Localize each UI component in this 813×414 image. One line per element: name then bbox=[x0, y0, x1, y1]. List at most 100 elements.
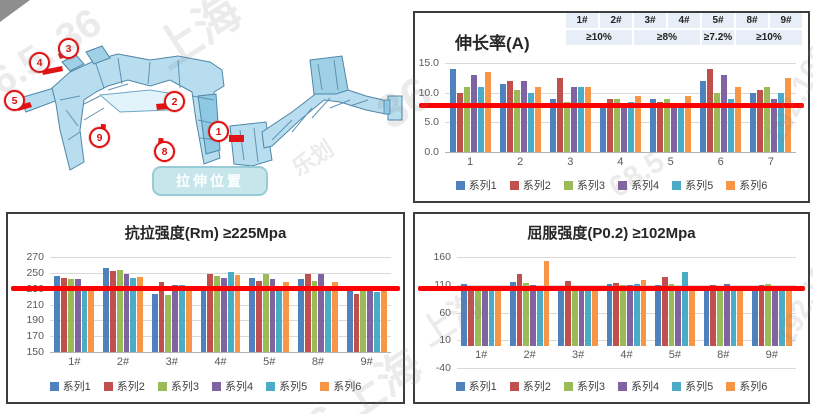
bar-系列3-1# bbox=[474, 286, 481, 346]
bar-系列2-5 bbox=[657, 101, 664, 152]
threshold-line bbox=[419, 103, 804, 109]
bar-系列6-3 bbox=[584, 86, 591, 152]
bar-系列2-7 bbox=[757, 89, 764, 152]
bar-系列4-4 bbox=[620, 104, 627, 152]
bar-系列2-9# bbox=[758, 284, 765, 346]
y-axis-tick-label: 250 bbox=[26, 266, 44, 279]
legend-label: 系列2 bbox=[116, 381, 145, 393]
bar-系列1-1# bbox=[461, 284, 468, 346]
legend-label: 系列1 bbox=[468, 381, 497, 393]
y-axis-tick-label: 210 bbox=[26, 298, 44, 311]
bar-系列2-1# bbox=[468, 285, 474, 346]
legend-item: 系列6 bbox=[726, 177, 767, 193]
x-axis-tick-label: 4# bbox=[620, 349, 633, 361]
x-axis-tick-label: 9# bbox=[765, 349, 778, 361]
gridline bbox=[50, 352, 391, 353]
bar-group-4# bbox=[200, 257, 241, 352]
bar-系列3-3# bbox=[571, 288, 578, 346]
bar-group-8# bbox=[703, 257, 744, 346]
bar-系列3-4# bbox=[214, 276, 220, 352]
bar-系列1-9# bbox=[751, 288, 758, 346]
bar-group-7 bbox=[750, 63, 792, 152]
bar-系列6-5# bbox=[689, 286, 695, 346]
x-axis-tick-label: 3# bbox=[165, 356, 178, 368]
bar-group-9# bbox=[751, 257, 792, 346]
bar-系列3-9# bbox=[765, 284, 772, 346]
legend-item: 系列1 bbox=[455, 378, 497, 394]
bar-系列6-4# bbox=[234, 275, 241, 352]
legend-label: 系列2 bbox=[522, 180, 551, 192]
bar-group-6 bbox=[700, 63, 742, 152]
gridline bbox=[50, 272, 391, 274]
legend-swatch bbox=[455, 381, 465, 391]
bar-系列1-7 bbox=[750, 92, 757, 152]
x-axis-tick-label: 9# bbox=[360, 356, 373, 368]
x-axis-tick-label: 1 bbox=[466, 156, 474, 168]
gridline bbox=[457, 368, 796, 369]
bar-系列4-5# bbox=[269, 279, 276, 352]
bar-系列2-5# bbox=[661, 276, 668, 346]
bar-系列2-2# bbox=[516, 273, 523, 346]
bar-系列1-2 bbox=[499, 83, 506, 152]
bar-系列5-1# bbox=[488, 287, 495, 346]
tensile-mark bbox=[229, 135, 244, 142]
bar-group-3# bbox=[151, 257, 192, 352]
bar-系列3-9# bbox=[360, 285, 367, 352]
legend-item: 系列2 bbox=[509, 177, 551, 193]
legend-label: 系列5 bbox=[279, 381, 308, 393]
position-marker-4: 4 bbox=[29, 52, 50, 73]
y-axis-tick-label: 170 bbox=[26, 330, 44, 343]
bar-group-9# bbox=[346, 257, 387, 352]
legend-item: 系列6 bbox=[726, 378, 767, 394]
bar-系列6-2# bbox=[137, 276, 143, 352]
bar-系列5-1 bbox=[477, 86, 484, 152]
bar-group-2# bbox=[103, 257, 143, 352]
bar-系列2-5# bbox=[256, 280, 262, 352]
legend-item: 系列3 bbox=[563, 378, 605, 394]
bar-系列6-1# bbox=[88, 286, 95, 352]
y-axis-tick-label: 150 bbox=[26, 346, 44, 358]
gridline bbox=[445, 152, 796, 153]
y-axis-tick-label: 10 bbox=[439, 334, 451, 347]
bar-系列5-2# bbox=[536, 285, 543, 346]
spec-header-cell: 2# bbox=[600, 13, 632, 28]
position-marker-8: 8 bbox=[154, 141, 175, 162]
x-axis-tick-label: 4# bbox=[214, 356, 227, 368]
x-axis-tick-label: 8# bbox=[311, 356, 325, 368]
elongation-chart-box: 伸长率(A) 1# 2# 3# 4# 5# 8# 9# ≥10% ≥8% ≥7.2% ≥10% 15… bbox=[413, 11, 810, 203]
gridline bbox=[445, 122, 796, 124]
bar-系列4-9# bbox=[367, 288, 373, 352]
bar-系列6-9# bbox=[380, 288, 387, 352]
yield-legend: 系列1 系列2 系列3 系列4 系列5 系列6 bbox=[415, 378, 808, 394]
bar-系列3-8# bbox=[717, 286, 723, 346]
bar-系列1-9# bbox=[346, 289, 353, 352]
bar-系列6-1 bbox=[484, 71, 491, 152]
bar-系列3-2# bbox=[523, 283, 530, 346]
bar-系列1-4 bbox=[599, 104, 606, 152]
spec-value-cell: ≥10% bbox=[566, 30, 632, 45]
legend-item: 系列1 bbox=[49, 378, 91, 394]
bar-系列4-9# bbox=[772, 288, 779, 346]
legend-item: 系列2 bbox=[103, 378, 145, 394]
bar-系列1-1 bbox=[449, 68, 456, 152]
bar-系列2-3# bbox=[158, 282, 165, 352]
legend-item: 系列5 bbox=[672, 177, 713, 193]
position-marker-1: 1 bbox=[208, 121, 229, 142]
legend-item: 系列5 bbox=[672, 378, 713, 394]
bar-系列3-2 bbox=[513, 89, 520, 152]
x-axis-tick-label: 5# bbox=[668, 349, 681, 361]
legend-item: 系列6 bbox=[320, 378, 361, 394]
bar-系列2-2 bbox=[506, 80, 513, 152]
bar-系列6-9# bbox=[785, 290, 792, 346]
bar-系列5-9# bbox=[373, 291, 380, 352]
bar-group-2# bbox=[509, 257, 550, 346]
bar-系列2-3# bbox=[564, 281, 571, 346]
bar-系列5-4# bbox=[227, 272, 234, 352]
position-marker-9: 9 bbox=[89, 127, 110, 148]
bar-系列4-5# bbox=[675, 285, 682, 346]
spec-header-cell: 3# bbox=[634, 13, 666, 28]
y-axis-tick-label: 160 bbox=[433, 251, 451, 263]
legend-swatch bbox=[726, 381, 736, 391]
bar-系列4-3 bbox=[570, 86, 577, 152]
tensile-position-label: 拉伸位置 bbox=[152, 166, 268, 196]
